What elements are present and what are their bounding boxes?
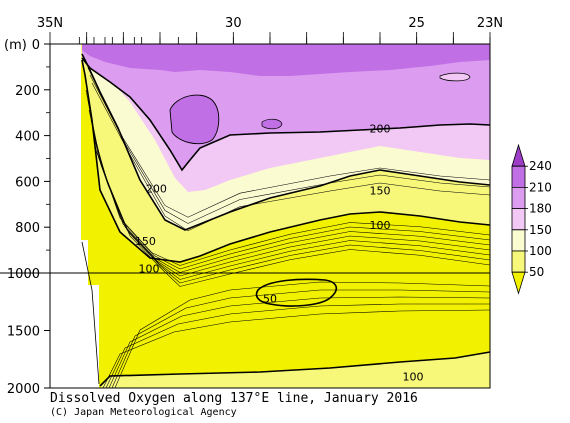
fill-pocket-high-oxygen [170,95,219,144]
fill-region-above-240 [82,44,490,76]
depth-axis: 0 200 400 600 800 1000 1500 2000 (m) [4,38,50,397]
depth-unit-label: (m) [4,38,27,53]
contour-minor-mid-2 [89,74,491,224]
oxygen-contour-lines [81,53,491,389]
colorbar-label-3: 180 [529,202,552,216]
chart-title: Dissolved Oxygen along 137°E line, Janua… [50,391,418,406]
colorbar-swatch-6 [511,143,526,167]
colorbar: 50 100 150 180 210 240 [511,143,552,295]
contour-major-5 [99,351,491,387]
latitude-label-2: 25 [408,16,425,31]
contour-pocket-small [261,118,283,130]
contour-minor-deep-5 [114,281,491,389]
depth-label-4: 800 [15,221,40,236]
latitude-label-3: 23N [477,16,503,31]
colorbar-label-2: 150 [529,223,552,237]
contour-minor-deep-1 [102,309,491,389]
contour-minor-deep-3 [108,296,491,389]
colorbar-label-4: 210 [529,180,552,194]
contour-minor-deep-4 [111,289,491,389]
fill-pocket-small [262,119,282,129]
contour-labels: 200 150 100 200 150 100 50 100 [135,123,424,384]
contour-major-1 [81,59,491,263]
depth-label-2: 400 [15,130,40,145]
contour-label-4: 150 [370,185,391,198]
contour-minor-lower-6 [94,139,491,284]
depth-label-6: 1500 [7,325,40,340]
depth-label-3: 600 [15,175,40,190]
colorbar-swatch-1 [511,250,526,273]
contour-major-3 [81,57,491,172]
colorbar-swatch-2 [511,229,526,252]
colorbar-swatch-3 [511,208,526,231]
depth-label-7: 2000 [7,382,40,397]
depth-label-5: 1000 [7,267,40,282]
contour-label-6: 50 [263,292,277,305]
depth-label-0: 0 [32,38,40,53]
contour-label-1: 150 [135,235,156,248]
colorbar-label-1: 100 [529,244,552,258]
fill-pocket-upper-right [440,73,470,81]
colorbar-swatch-0 [511,271,526,295]
contour-label-7: 100 [403,371,424,384]
no-data-region [50,44,99,388]
contour-label-2: 100 [139,262,160,275]
contour-pocket-upper-right [439,72,471,82]
oxygen-color-fill [50,44,490,388]
latitude-axis: 35N 30 25 23N [37,16,503,44]
colorbar-swatch-5 [511,165,526,188]
contour-minor-mid-1 [87,67,491,218]
contour-minor-mid-3 [91,82,491,232]
contour-label-3: 200 [370,123,391,136]
colorbar-label-5: 240 [529,159,552,173]
latitude-label-1: 30 [225,16,242,31]
depth-label-1: 200 [15,84,40,99]
contour-minor-deep-2 [105,303,490,389]
contour-label-5: 100 [370,219,391,232]
colorbar-label-0: 50 [529,265,544,279]
contour-minor-lower-7 [95,149,491,287]
contour-pocket-high [169,94,220,145]
no-data-edge-line [81,241,100,385]
contour-label-0: 200 [146,182,167,195]
colorbar-swatch-4 [511,187,526,209]
latitude-label-0: 35N [37,16,63,31]
chart-credit: (C) Japan Meteorological Agency [50,407,237,418]
